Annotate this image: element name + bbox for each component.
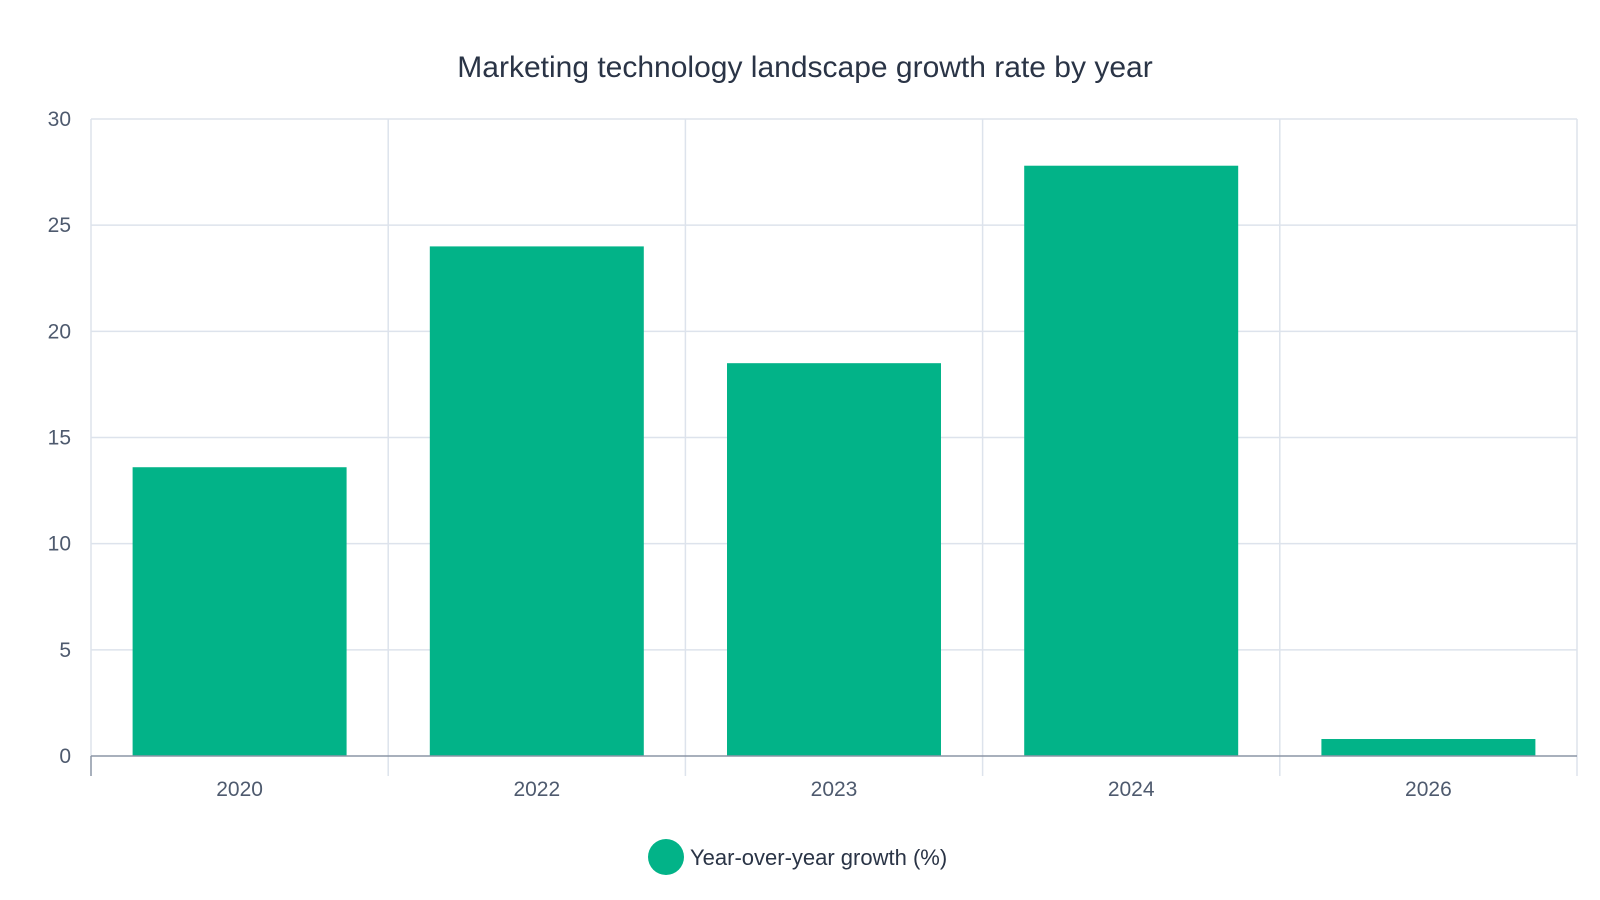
chart-title: Marketing technology landscape growth ra… xyxy=(457,51,1152,84)
legend-marker[interactable] xyxy=(648,839,684,875)
x-tick-label: 2020 xyxy=(216,778,263,801)
legend[interactable]: Year-over-year growth (%) xyxy=(648,839,947,875)
y-tick-label: 15 xyxy=(48,427,71,450)
y-tick-label: 30 xyxy=(48,108,71,131)
y-tick-label: 5 xyxy=(59,639,71,662)
bars xyxy=(132,165,1536,757)
y-tick-label: 10 xyxy=(48,533,71,556)
x-tick-label: 2023 xyxy=(811,778,858,801)
x-tick-label: 2024 xyxy=(1108,778,1155,801)
x-tick-label: 2022 xyxy=(513,778,560,801)
bar-2023[interactable] xyxy=(727,363,941,756)
y-tick-label: 0 xyxy=(59,745,71,768)
bar-2022[interactable] xyxy=(429,246,644,756)
y-tick-label: 20 xyxy=(48,320,71,343)
bar-2024[interactable] xyxy=(1024,165,1239,757)
x-tick-labels: 2020 2022 2023 2024 2026 xyxy=(216,778,1452,801)
legend-label[interactable]: Year-over-year growth (%) xyxy=(690,845,947,870)
y-tick-label: 25 xyxy=(48,214,71,237)
bar-2026[interactable] xyxy=(1321,739,1536,756)
bar-2020[interactable] xyxy=(132,467,347,756)
y-tick-labels: 0 5 10 15 20 25 30 xyxy=(48,108,71,768)
x-tick-label: 2026 xyxy=(1405,778,1452,801)
axes xyxy=(90,755,1578,776)
